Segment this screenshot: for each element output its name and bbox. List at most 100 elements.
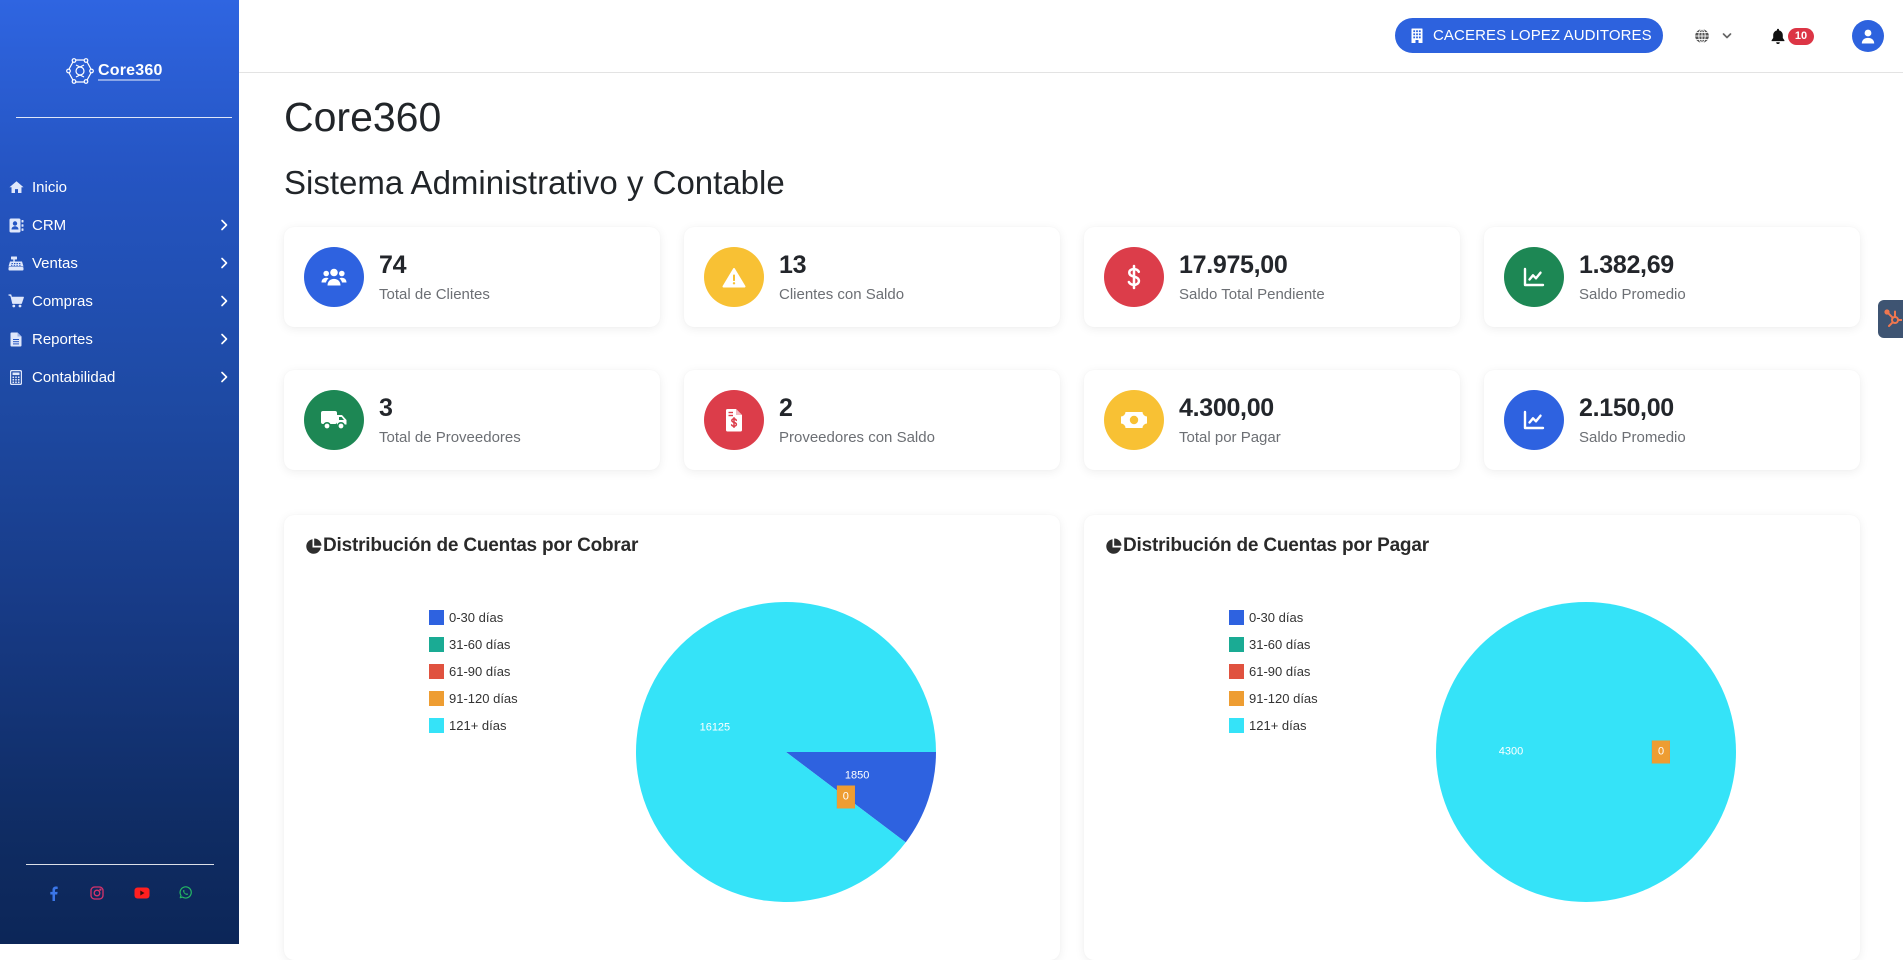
sidebar-item-contabilidad[interactable]: Contabilidad [0, 358, 239, 396]
sidebar-divider [16, 117, 232, 118]
legend-label: 0-30 días [449, 609, 504, 625]
stat-value: 1.382,69 [1579, 250, 1674, 279]
stat-value: 74 [379, 250, 407, 279]
chevron-down-icon [1722, 33, 1732, 39]
stat-value: 13 [779, 250, 807, 279]
stat-card-total-clientes: 74 Total de Clientes [284, 227, 660, 327]
stat-card-saldo-total-pendiente: 17.975,00 Saldo Total Pendiente [1084, 227, 1460, 327]
legend-item[interactable]: 91-120 días [429, 688, 518, 708]
stat-label: Clientes con Saldo [779, 285, 905, 303]
chevron-right-icon [221, 295, 228, 307]
stat-label: Total por Pagar [1179, 428, 1281, 446]
legend-swatch [1229, 663, 1244, 679]
stat-label: Total de Clientes [379, 285, 490, 303]
money-bill-icon [1104, 390, 1164, 450]
chart-pie-icon [306, 538, 322, 554]
user-avatar-button[interactable] [1852, 20, 1884, 52]
chevron-right-icon [221, 219, 228, 231]
legend-label: 91-120 días [1249, 690, 1318, 706]
legend-swatch [1229, 690, 1244, 706]
legend-label: 31-60 días [1249, 636, 1311, 652]
pie-data-label: 4300 [1498, 745, 1524, 758]
pie-data-label: 0 [1651, 740, 1671, 764]
instagram-link[interactable] [89, 885, 105, 901]
stat-card-clientes-con-saldo: 13 Clientes con Saldo [684, 227, 1060, 327]
pie-slice[interactable] [1436, 602, 1736, 902]
legend-swatch [429, 717, 444, 733]
file-text-icon [8, 331, 24, 347]
legend-item[interactable]: 91-120 días [1229, 688, 1318, 708]
floating-support-widget-button[interactable] [1878, 300, 1903, 338]
sidebar: Core360 Inicio CRM Ventas [0, 0, 239, 944]
user-icon [1861, 29, 1875, 43]
chart-line-icon [1504, 390, 1564, 450]
company-selector-button[interactable]: CACERES LOPEZ AUDITORES [1395, 18, 1663, 53]
stat-value: 4.300,00 [1179, 393, 1274, 422]
file-invoice-dollar-icon [704, 390, 764, 450]
shopping-cart-icon [8, 293, 24, 309]
legend-item[interactable]: 0-30 días [429, 607, 518, 627]
chart-legend: 0-30 días 31-60 días 61-90 días 91-120 d… [1229, 607, 1318, 742]
bell-icon [1771, 28, 1785, 44]
building-icon [1411, 28, 1423, 43]
company-name: CACERES LOPEZ AUDITORES [1433, 27, 1652, 44]
stat-card-saldo-promedio-proveedores: 2.150,00 Saldo Promedio [1484, 370, 1860, 470]
legend-swatch [429, 609, 444, 625]
legend-item[interactable]: 31-60 días [1229, 634, 1318, 654]
youtube-link[interactable] [134, 885, 150, 901]
whatsapp-link[interactable] [177, 885, 193, 901]
legend-swatch [429, 636, 444, 652]
legend-item[interactable]: 121+ días [429, 715, 518, 735]
pie-slice[interactable] [636, 601, 936, 902]
whatsapp-icon [179, 886, 192, 899]
address-card-icon [8, 217, 24, 233]
stat-value: 2.150,00 [1579, 393, 1674, 422]
legend-item[interactable]: 121+ días [1229, 715, 1318, 735]
sidebar-item-compras[interactable]: Compras [0, 282, 239, 320]
notifications-button[interactable]: 10 [1771, 26, 1814, 46]
sidebar-item-reportes[interactable]: Reportes [0, 320, 239, 358]
supplier-stats-row: 3 Total de Proveedores 2 Proveedores con… [284, 370, 1860, 470]
legend-item[interactable]: 61-90 días [429, 661, 518, 681]
page-title: Core360 [284, 94, 442, 140]
sidebar-item-label: Compras [32, 292, 93, 310]
brand-logo[interactable]: Core360 [66, 58, 163, 84]
legend-label: 61-90 días [1249, 663, 1311, 679]
legend-item[interactable]: 31-60 días [429, 634, 518, 654]
facebook-link[interactable] [45, 885, 61, 901]
chart-pie-icon [1106, 538, 1122, 554]
chart-title-text: Distribución de Cuentas por Pagar [1123, 535, 1429, 556]
top-header: CACERES LOPEZ AUDITORES 10 [239, 0, 1903, 73]
cash-register-icon [8, 255, 24, 271]
instagram-icon [90, 886, 104, 900]
legend-item[interactable]: 0-30 días [1229, 607, 1318, 627]
receivables-distribution-chart: Distribución de Cuentas por Cobrar 0-30 … [284, 515, 1060, 960]
stat-label: Proveedores con Saldo [779, 428, 935, 446]
legend-item[interactable]: 61-90 días [1229, 661, 1318, 681]
network-hexagon-icon [66, 58, 94, 84]
dollar-icon [1104, 247, 1164, 307]
legend-swatch [1229, 636, 1244, 652]
sidebar-footer-divider [26, 864, 214, 865]
sidebar-item-label: Reportes [32, 330, 93, 348]
sidebar-item-inicio[interactable]: Inicio [0, 168, 239, 206]
sidebar-item-crm[interactable]: CRM [0, 206, 239, 244]
chart-line-icon [1504, 247, 1564, 307]
sidebar-item-label: CRM [32, 216, 67, 234]
chart-title: Distribución de Cuentas por Pagar [1105, 535, 1429, 557]
pie-chart[interactable] [284, 515, 1060, 960]
page-subtitle: Sistema Administrativo y Contable [284, 164, 785, 201]
pie-data-label: 16125 [699, 721, 731, 734]
pie-chart[interactable] [1084, 515, 1860, 960]
pie-slice[interactable] [786, 752, 936, 843]
legend-label: 121+ días [449, 717, 507, 733]
youtube-icon [134, 887, 150, 899]
facebook-icon [49, 886, 58, 901]
stat-card-proveedores-con-saldo: 2 Proveedores con Saldo [684, 370, 1060, 470]
sidebar-item-ventas[interactable]: Ventas [0, 244, 239, 282]
legend-swatch [429, 690, 444, 706]
stat-label: Saldo Total Pendiente [1179, 285, 1325, 303]
sidebar-menu: Inicio CRM Ventas Compras [0, 168, 239, 396]
pie-data-label: 0 [836, 785, 855, 809]
language-selector[interactable] [1694, 26, 1732, 46]
